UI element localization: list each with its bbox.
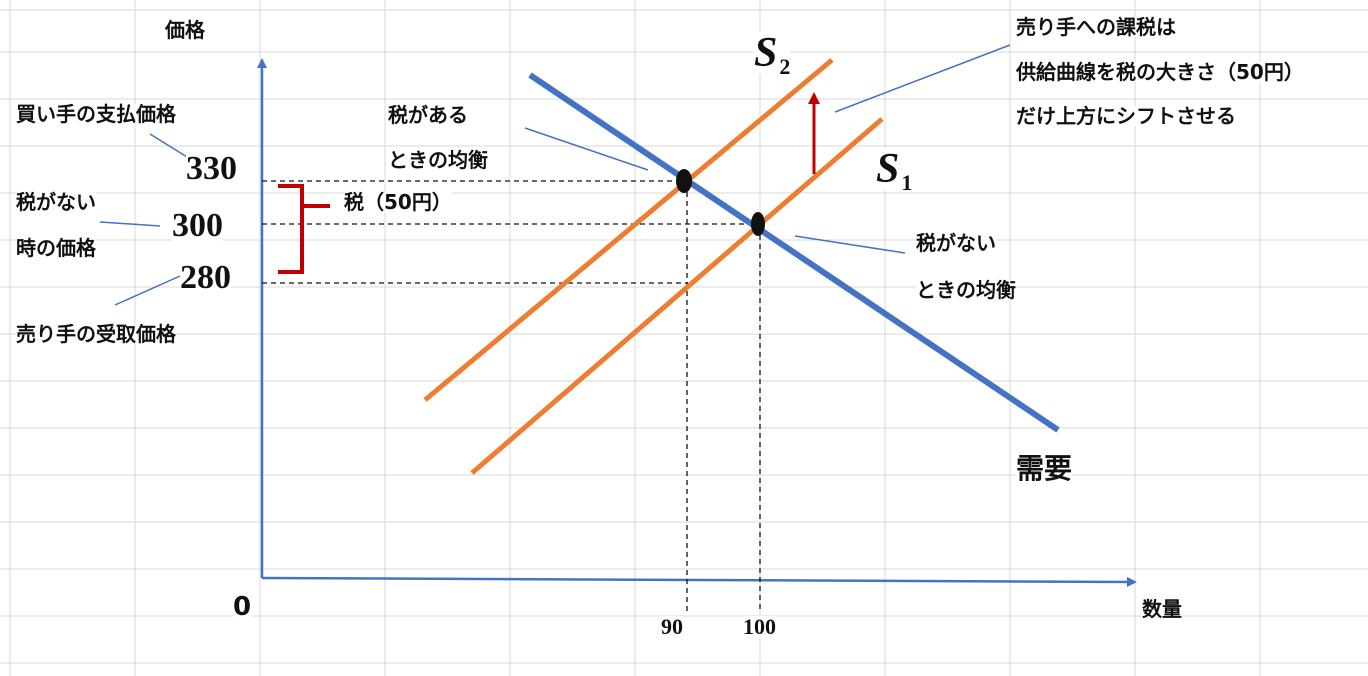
quantity-tick-90: 90 bbox=[661, 614, 683, 639]
y-axis-label: 価格 bbox=[165, 18, 205, 42]
price-tick-300: 300 bbox=[172, 207, 223, 244]
eq-with-tax-label-line2: ときの均衡 bbox=[388, 148, 488, 172]
price-tick-280: 280 bbox=[180, 259, 231, 296]
supply-curve-s2-label: S2 bbox=[754, 30, 791, 78]
shift-note-line1: 売り手への課税は bbox=[1016, 15, 1176, 39]
price-tick-330: 330 bbox=[186, 150, 237, 187]
equilibrium-with-tax-point bbox=[676, 169, 692, 193]
leader-shift-note bbox=[834, 44, 1011, 113]
leader-eq-with-tax bbox=[524, 127, 649, 171]
tax-bracket bbox=[278, 184, 304, 274]
s1-subscript: 1 bbox=[901, 170, 913, 195]
no-tax-price-label-line2: 時の価格 bbox=[16, 236, 96, 260]
x-axis bbox=[261, 576, 1137, 587]
origin-label: 0 bbox=[233, 592, 252, 622]
demand-curve-label: 需要 bbox=[1016, 452, 1073, 485]
leader-eq-no-tax bbox=[794, 235, 906, 254]
shift-note-line3: だけ上方にシフトさせる bbox=[1016, 104, 1236, 128]
buyer-price-label: 買い手の支払価格 bbox=[16, 102, 176, 126]
supply-curve-s2 bbox=[423, 58, 834, 402]
leader-no-tax-price bbox=[99, 221, 161, 227]
s1-letter: S bbox=[876, 146, 900, 192]
demand-curve bbox=[528, 72, 1060, 433]
quantity-tick-100: 100 bbox=[743, 614, 776, 639]
eq-no-tax-label-line1: 税がない bbox=[916, 231, 996, 255]
supply-curve-s1-label: S1 bbox=[876, 146, 913, 194]
seller-price-label: 売り手の受取価格 bbox=[16, 322, 176, 346]
x-axis-label: 数量 bbox=[1142, 597, 1182, 621]
no-tax-price-label-line1: 税がない bbox=[16, 190, 96, 214]
supply-curve-s1 bbox=[470, 117, 884, 475]
s2-letter: S bbox=[754, 30, 778, 76]
equilibrium-no-tax-point bbox=[751, 212, 765, 236]
shift-note-line2: 供給曲線を税の大きさ（50円） bbox=[1016, 60, 1304, 84]
eq-no-tax-label-line2: ときの均衡 bbox=[916, 278, 1016, 302]
s2-subscript: 2 bbox=[779, 54, 791, 79]
leader-seller-price bbox=[114, 275, 181, 306]
tax-bracket-label: 税（50円） bbox=[344, 190, 452, 214]
eq-with-tax-label-line1: 税がある bbox=[388, 103, 468, 127]
